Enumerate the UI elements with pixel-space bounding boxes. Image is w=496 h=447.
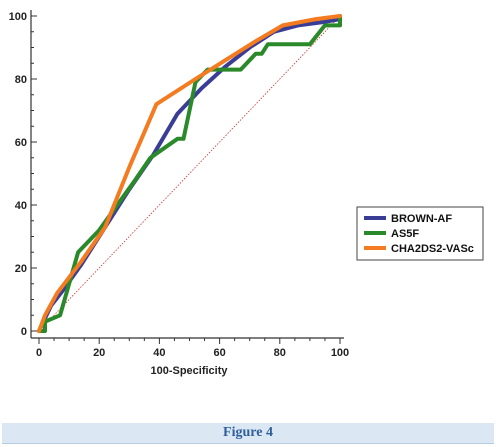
series-line-brown-af (37, 17, 342, 333)
roc-chart: 0 20 40 60 80 100 0 20 40 60 80 100 BROWN-AF AS5F CHA… (9, 10, 484, 377)
series-layer (37, 14, 342, 333)
reference-line-layer (38, 15, 341, 332)
y-tick-label: 100 (9, 11, 27, 23)
legend-entry: CHA2DS2-VASc (391, 243, 474, 255)
figure-caption: Figure 4 (223, 425, 273, 440)
y-tick-label: 60 (15, 137, 27, 149)
x-axis-title: 100-Specificity (150, 365, 228, 377)
legend: BROWN-AF AS5F CHA2DS2-VASc (356, 206, 484, 261)
reference-diagonal (38, 15, 341, 332)
figure-caption-bar: Figure 4 (2, 423, 494, 444)
x-tick-label: 100 (331, 347, 349, 359)
y-tick-label: 20 (15, 263, 27, 275)
x-tick-label: 60 (213, 347, 225, 359)
legend-entry: BROWN-AF (391, 213, 452, 225)
y-tick-label: 80 (15, 74, 27, 86)
series-line-cha2ds2-vasc (37, 14, 342, 333)
legend-entry: AS5F (391, 228, 419, 240)
x-tick-label: 20 (93, 347, 105, 359)
x-tick-label: 80 (274, 347, 286, 359)
y-tick-label: 40 (15, 200, 27, 212)
x-tick-label: 0 (36, 347, 42, 359)
y-tick-label: 0 (21, 326, 27, 338)
x-tick-label: 40 (153, 347, 165, 359)
axes-layer: 0 20 40 60 80 100 0 20 40 60 80 100 (9, 10, 349, 359)
